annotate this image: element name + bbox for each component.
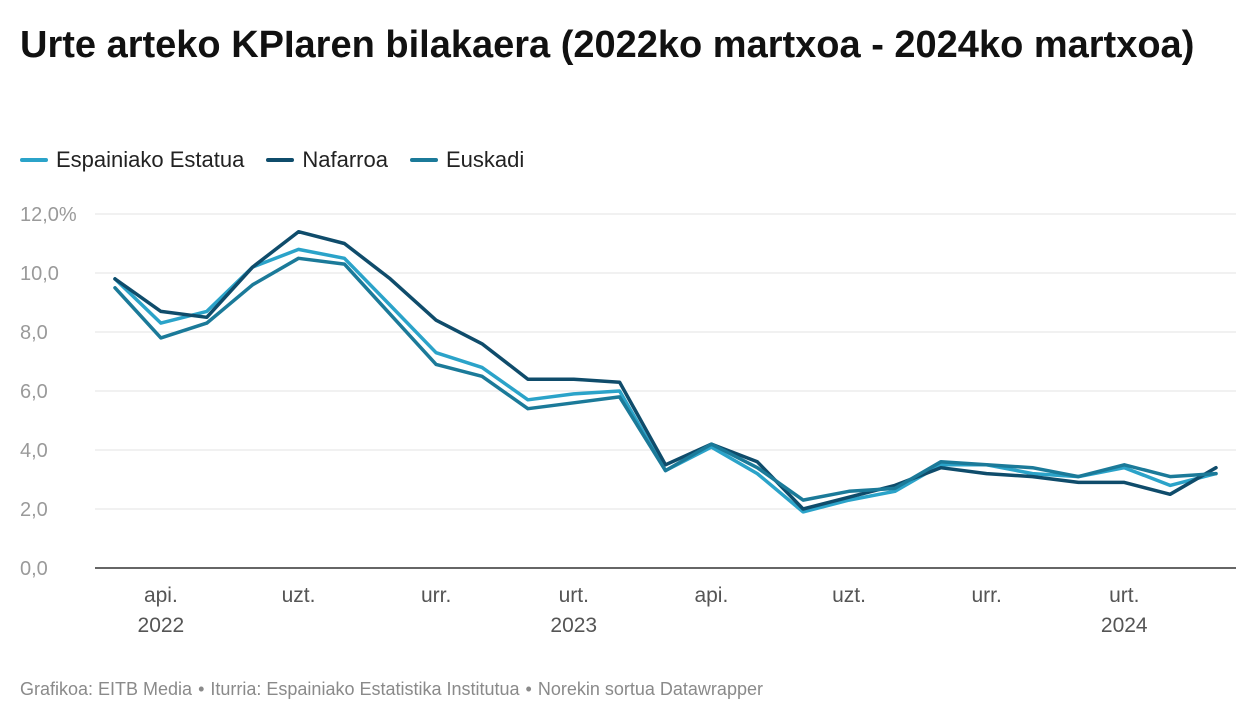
y-tick-label: 6,0	[20, 381, 48, 403]
footer-source: Iturria: Espainiako Estatistika Institut…	[210, 679, 520, 699]
y-tick-label: 0,0	[20, 558, 48, 580]
x-tick-label: uzt.	[282, 584, 316, 607]
legend-swatch-nafarroa	[266, 158, 295, 162]
x-tick-label: urr.	[971, 584, 1001, 607]
x-tick-label: urt.	[1109, 584, 1139, 607]
legend-label-espainiako-estatua: Espainiako Estatua	[56, 147, 245, 172]
x-tick-label: uzt.	[832, 584, 866, 607]
grid	[95, 213, 1236, 569]
legend: Espainiako Estatua Nafarroa Euskadi	[20, 146, 524, 174]
line-chart: 0,0 2,0 4,0 6,0 8,0 10,0 12,0% api. 2022 uzt. urr…	[20, 204, 1236, 637]
legend-swatch-euskadi	[409, 158, 438, 162]
legend-label-nafarroa: Nafarroa	[302, 147, 388, 172]
series-line-nafarroa	[113, 229, 1218, 511]
x-tick-label: urt.	[559, 584, 589, 607]
footer-tool: Norekin sortua Datawrapper	[537, 679, 763, 699]
y-tick-label: 10,0	[20, 263, 59, 285]
legend-item-euskadi: Euskadi	[409, 146, 525, 174]
series-line-euskadi	[113, 256, 1218, 502]
footer-credit: Grafikoa: EITB Media	[20, 679, 193, 699]
legend-item-espainiako-estatua: Espainiako Estatua	[20, 146, 244, 174]
footer: Grafikoa: EITB Media • Iturria: Espainiako…	[20, 679, 763, 700]
y-tick-label: 8,0	[20, 322, 48, 344]
x-tick-year-label: 2024	[1101, 614, 1148, 637]
footer-separator: •	[198, 679, 205, 699]
x-tick-label: urr.	[421, 584, 451, 607]
x-tick-year-label: 2023	[550, 614, 597, 637]
legend-label-euskadi: Euskadi	[445, 147, 525, 172]
y-tick-label: 12,0%	[20, 204, 77, 226]
y-tick-label: 4,0	[20, 440, 48, 462]
legend-swatch-espainiako-estatua	[20, 158, 48, 162]
chart-title: Urte arteko KPIaren bilakaera (2022ko ma…	[20, 24, 1195, 66]
y-axis: 0,0 2,0 4,0 6,0 8,0 10,0 12,0%	[20, 204, 77, 580]
x-axis: api. 2022 uzt. urr. urt. 2023 api. uzt. urr. urt.…	[138, 584, 1148, 637]
series-lines	[113, 229, 1218, 514]
x-tick-label: api.	[694, 584, 728, 607]
legend-item-nafarroa: Nafarroa	[266, 146, 388, 174]
footer-separator: •	[525, 679, 532, 699]
x-tick-label: api.	[144, 584, 178, 607]
y-tick-label: 2,0	[20, 499, 48, 521]
x-tick-year-label: 2022	[138, 614, 185, 637]
